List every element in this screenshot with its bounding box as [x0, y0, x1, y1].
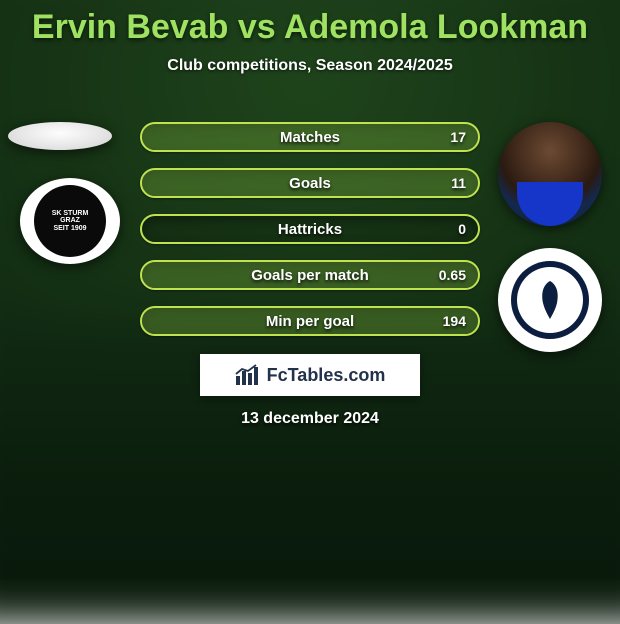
- stat-label: Matches: [142, 124, 478, 150]
- club-right-badge-inner: [511, 261, 589, 339]
- stat-row-matches: Matches 17: [140, 122, 480, 152]
- stat-label: Goals: [142, 170, 478, 196]
- stats-list: Matches 17 Goals 11 Hattricks 0 Goals pe…: [140, 122, 480, 352]
- stat-value-right: 0.65: [439, 262, 466, 288]
- stat-value-right: 11: [451, 170, 466, 196]
- club-left-badge: SK STURMGRAZSEIT 1909: [20, 178, 120, 264]
- bar-chart-icon: [235, 364, 261, 386]
- comparison-card: Ervin Bevab vs Ademola Lookman Club comp…: [0, 0, 620, 580]
- stat-label: Min per goal: [142, 308, 478, 334]
- club-right-badge: [498, 248, 602, 352]
- stat-value-right: 0: [458, 216, 466, 242]
- stat-row-gpm: Goals per match 0.65: [140, 260, 480, 290]
- subtitle: Club competitions, Season 2024/2025: [0, 57, 620, 75]
- page-title: Ervin Bevab vs Ademola Lookman: [0, 0, 620, 47]
- club-left-badge-inner: SK STURMGRAZSEIT 1909: [34, 185, 106, 257]
- brand-label: FcTables.com: [267, 365, 386, 386]
- stat-row-goals: Goals 11: [140, 168, 480, 198]
- stat-value-right: 17: [450, 124, 466, 150]
- stat-row-hattricks: Hattricks 0: [140, 214, 480, 244]
- stat-label: Goals per match: [142, 262, 478, 288]
- stat-value-right: 194: [443, 308, 466, 334]
- date-label: 13 december 2024: [0, 410, 620, 428]
- stat-row-mpg: Min per goal 194: [140, 306, 480, 336]
- player-left-avatar: [8, 122, 112, 150]
- brand-watermark: FcTables.com: [200, 354, 420, 396]
- stat-label: Hattricks: [142, 216, 478, 242]
- atalanta-icon: [527, 277, 573, 323]
- player-right-avatar: [498, 122, 602, 226]
